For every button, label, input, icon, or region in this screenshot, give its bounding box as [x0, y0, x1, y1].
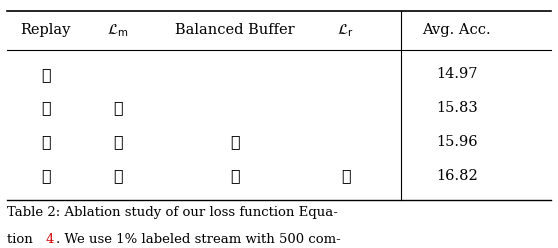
Text: $\mathcal{L}_{\mathrm{m}}$: $\mathcal{L}_{\mathrm{m}}$	[107, 22, 129, 39]
Text: ✓: ✓	[41, 134, 51, 151]
Text: . We use 1% labeled stream with 500 com-: . We use 1% labeled stream with 500 com-	[56, 233, 341, 246]
Text: 14.97: 14.97	[436, 67, 478, 81]
Text: Balanced Buffer: Balanced Buffer	[175, 24, 295, 37]
Text: ✓: ✓	[113, 134, 123, 151]
Text: ✓: ✓	[113, 167, 123, 185]
Text: ✓: ✓	[41, 100, 51, 117]
Text: 15.96: 15.96	[436, 135, 478, 149]
Text: Avg. Acc.: Avg. Acc.	[422, 24, 491, 37]
Text: Replay: Replay	[21, 24, 71, 37]
Text: ✓: ✓	[113, 100, 123, 117]
Text: 4: 4	[45, 233, 54, 246]
Text: $\mathcal{L}_{\mathrm{r}}$: $\mathcal{L}_{\mathrm{r}}$	[338, 22, 354, 39]
Text: 15.83: 15.83	[436, 101, 478, 115]
Text: ✓: ✓	[41, 167, 51, 185]
Text: tion: tion	[7, 233, 37, 246]
Text: ✓: ✓	[341, 167, 350, 185]
Text: Table 2: Ablation study of our loss function Equa-: Table 2: Ablation study of our loss func…	[7, 206, 338, 219]
Text: ✓: ✓	[230, 134, 239, 151]
Text: ✓: ✓	[41, 66, 51, 83]
Text: ✓: ✓	[230, 167, 239, 185]
Text: 16.82: 16.82	[436, 169, 478, 183]
